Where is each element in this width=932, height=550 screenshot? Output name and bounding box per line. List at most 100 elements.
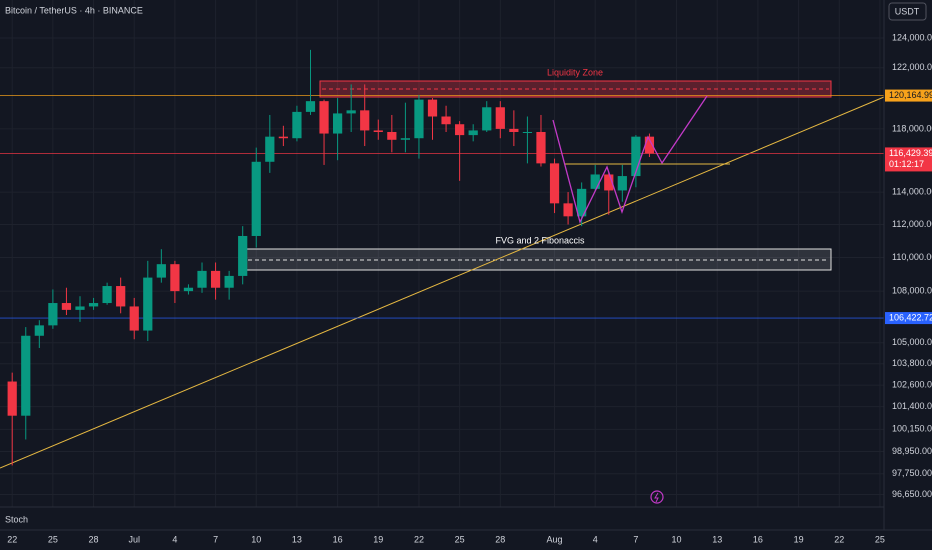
grid xyxy=(0,0,884,507)
candle-body xyxy=(563,203,573,217)
candle-body xyxy=(143,277,153,331)
y-tick-label: 118,000.00 xyxy=(892,123,932,133)
y-tick-label: 108,000.00 xyxy=(892,285,932,295)
candle-body xyxy=(427,99,438,117)
candle-body xyxy=(468,130,478,136)
candle-body xyxy=(251,161,261,236)
x-tick-label: 25 xyxy=(875,534,885,544)
candle-body xyxy=(116,286,126,307)
y-tick-label: 100,150.00 xyxy=(892,424,932,434)
indicator-label: Stoch xyxy=(5,514,28,524)
candle-body xyxy=(332,113,343,134)
currency: USDT xyxy=(895,6,920,16)
y-tick-label: 122,000.00 xyxy=(892,62,932,72)
axes: 124,000.00 122,000.00 118,000.00 114,000.00… xyxy=(7,32,932,544)
candle-body xyxy=(61,303,72,310)
y-tick-label: 98,950.00 xyxy=(892,446,932,456)
x-tick-label: 10 xyxy=(251,534,261,544)
candle-body xyxy=(617,176,627,191)
x-tick-label: 7 xyxy=(213,534,218,544)
candle-body xyxy=(265,136,275,162)
candle-body xyxy=(238,235,248,276)
y-tick-label: 114,000.00 xyxy=(892,186,932,196)
currency-button[interactable] xyxy=(888,2,927,21)
x-tick-label: 22 xyxy=(414,534,424,544)
price-label-box xyxy=(885,312,932,325)
candle-body xyxy=(522,131,533,133)
y-tick-label: 103,800.00 xyxy=(892,358,932,368)
price-label: 116,429.39 xyxy=(889,148,932,158)
candle-body xyxy=(170,264,180,292)
candle-body xyxy=(88,303,99,307)
alert-icon[interactable] xyxy=(650,490,664,504)
x-tick-label: 4 xyxy=(172,534,177,544)
y-tick-label: 112,000.00 xyxy=(892,219,932,229)
y-tick-label: 96,650.00 xyxy=(892,489,932,499)
candle-body xyxy=(604,174,614,191)
x-tick-label: 16 xyxy=(333,534,343,544)
y-tick-label: 124,000.00 xyxy=(892,32,932,42)
y-tick-label: 110,000.00 xyxy=(892,252,932,262)
x-tick-label: 19 xyxy=(794,534,804,544)
candle-body xyxy=(495,107,505,129)
x-tick-label: 22 xyxy=(834,534,844,544)
candle-body xyxy=(197,270,207,288)
alert-icon-bolt xyxy=(654,492,659,503)
x-tick-label: 22 xyxy=(7,534,17,544)
price-label-box xyxy=(885,147,932,172)
projection-path xyxy=(552,95,708,224)
symbol-title: Bitcoin / TetherUS · 4h · BINANCE xyxy=(5,5,143,15)
candle-body xyxy=(319,101,329,134)
candle-body xyxy=(7,381,17,416)
candle-body xyxy=(292,111,302,139)
x-tick-label: 10 xyxy=(672,534,682,544)
x-tick-label: 19 xyxy=(373,534,383,544)
candle-body xyxy=(509,128,519,132)
candle-body xyxy=(387,131,397,140)
price-label-box xyxy=(885,89,932,102)
candle-body xyxy=(21,335,31,416)
x-tick-label: 28 xyxy=(495,534,505,544)
x-tick-label: Aug xyxy=(547,534,563,544)
candle-body xyxy=(441,116,451,125)
candle-body xyxy=(305,101,316,112)
candles xyxy=(7,49,655,466)
candle-body xyxy=(590,174,600,189)
x-tick-label: 13 xyxy=(292,534,302,544)
candle-body xyxy=(34,325,44,336)
candle-body xyxy=(102,286,112,304)
y-tick-label: 105,000.00 xyxy=(892,337,932,347)
candle-body xyxy=(644,136,655,154)
candle-body xyxy=(631,136,641,177)
x-tick-label: 25 xyxy=(455,534,465,544)
candle-body xyxy=(414,99,424,139)
x-tick-label: 13 xyxy=(712,534,722,544)
candle-body xyxy=(455,124,465,136)
candle-body xyxy=(75,306,85,310)
candle-body xyxy=(224,275,234,288)
y-tick-label: 101,400.00 xyxy=(892,401,932,411)
candle-body xyxy=(373,130,383,132)
candle-body xyxy=(577,188,587,217)
x-tick-label: 4 xyxy=(593,534,598,544)
y-tick-label: 102,600.00 xyxy=(892,379,932,389)
y-tick-label: 97,750.00 xyxy=(892,468,932,478)
candle-body xyxy=(156,264,166,278)
countdown: 01:12:17 xyxy=(889,159,924,169)
candle-body xyxy=(549,163,560,204)
candle-body xyxy=(183,287,194,292)
x-tick-label: 25 xyxy=(48,534,58,544)
x-tick-label: 7 xyxy=(633,534,638,544)
candle-body xyxy=(129,306,139,331)
candle-body xyxy=(482,107,492,131)
price-label: 120,164.99 xyxy=(889,90,932,100)
price-label: 106,422.72 xyxy=(889,312,932,322)
annotation: Liquidity Zone xyxy=(547,67,603,77)
candle-body xyxy=(210,270,221,288)
x-tick-label: Jul xyxy=(128,534,140,544)
candle-body xyxy=(48,303,58,326)
candle-body xyxy=(346,110,356,114)
